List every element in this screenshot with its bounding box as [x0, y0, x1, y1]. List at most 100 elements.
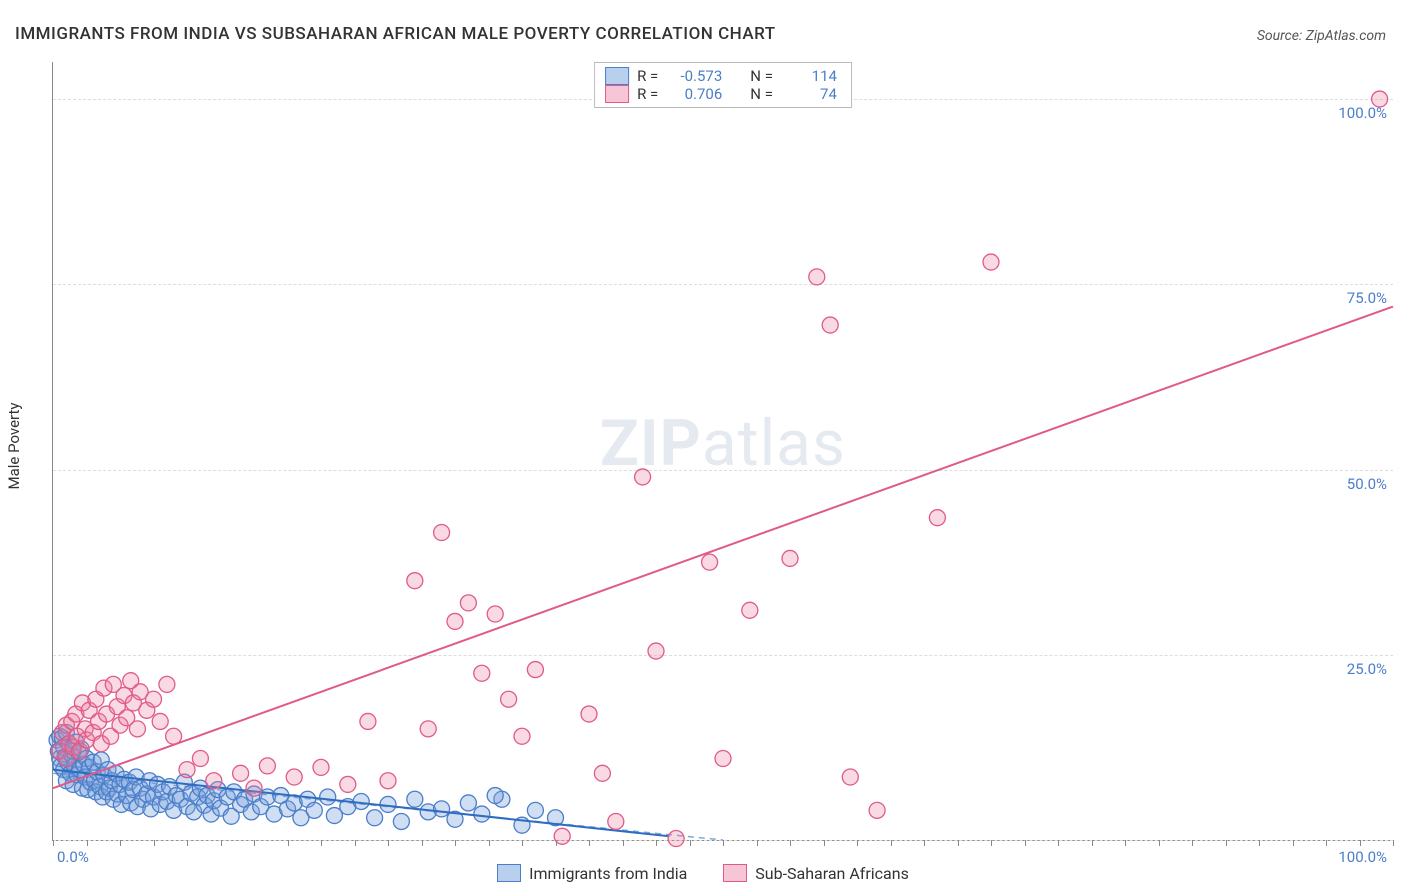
point-india: [487, 788, 503, 804]
x-tick: [1293, 840, 1294, 846]
point-subsaharan: [152, 713, 168, 729]
point-india: [460, 795, 476, 811]
point-subsaharan: [380, 773, 396, 789]
x-tick: [288, 840, 289, 846]
plot-svg: [53, 62, 1393, 840]
point-subsaharan: [983, 254, 999, 270]
x-tick: [690, 840, 691, 846]
point-india: [306, 802, 322, 818]
point-subsaharan: [159, 676, 175, 692]
stat-r-india: -0.573: [670, 67, 722, 85]
point-india: [474, 806, 490, 822]
x-tick: [87, 840, 88, 846]
x-tick: [623, 840, 624, 846]
x-tick: [120, 840, 121, 846]
x-tick: [187, 840, 188, 846]
stat-label-r: R =: [637, 67, 658, 85]
point-subsaharan: [407, 573, 423, 589]
point-subsaharan: [146, 691, 162, 707]
x-tick: [790, 840, 791, 846]
point-subsaharan: [460, 595, 476, 611]
x-tick: [355, 840, 356, 846]
point-subsaharan: [447, 613, 463, 629]
point-subsaharan: [742, 602, 758, 618]
point-subsaharan: [192, 750, 208, 766]
legend-row-india: R = -0.573 N = 114: [605, 67, 837, 85]
swatch-india-bottom: [497, 864, 521, 882]
point-subsaharan: [1372, 91, 1388, 107]
point-subsaharan: [594, 765, 610, 781]
x-tick: [254, 840, 255, 846]
point-subsaharan: [206, 773, 222, 789]
point-subsaharan: [313, 759, 329, 775]
point-subsaharan: [179, 762, 195, 778]
point-subsaharan: [608, 813, 624, 829]
trend-subsaharan: [53, 307, 1393, 789]
x-tick: [1058, 840, 1059, 846]
x-tick: [1226, 840, 1227, 846]
x-tick: [522, 840, 523, 846]
point-subsaharan: [487, 606, 503, 622]
x-tick: [455, 840, 456, 846]
x-tick: [489, 840, 490, 846]
x-tick: [53, 840, 54, 846]
series-label-subsaharan: Sub-Saharan Africans: [755, 864, 909, 883]
point-subsaharan: [554, 828, 570, 844]
x-tick: [321, 840, 322, 846]
swatch-subsaharan-bottom: [723, 864, 747, 882]
point-subsaharan: [360, 713, 376, 729]
point-subsaharan: [581, 706, 597, 722]
chart-title: IMMIGRANTS FROM INDIA VS SUBSAHARAN AFRI…: [15, 24, 776, 44]
legend-series: Immigrants from India Sub-Saharan Africa…: [0, 864, 1406, 887]
chart-container: IMMIGRANTS FROM INDIA VS SUBSAHARAN AFRI…: [0, 0, 1406, 892]
y-axis-label: Male Poverty: [5, 403, 23, 490]
x-tick: [924, 840, 925, 846]
x-tick: [388, 840, 389, 846]
x-tick: [723, 840, 724, 846]
x-tick: [1192, 840, 1193, 846]
x-tick: [891, 840, 892, 846]
point-subsaharan: [259, 758, 275, 774]
legend-item-india: Immigrants from India: [497, 864, 687, 883]
point-india: [407, 791, 423, 807]
point-india: [320, 789, 336, 805]
x-tick: [1092, 840, 1093, 846]
swatch-subsaharan: [605, 85, 629, 103]
point-india: [527, 802, 543, 818]
point-subsaharan: [233, 765, 249, 781]
point-subsaharan: [809, 269, 825, 285]
point-india: [434, 801, 450, 817]
legend-correlation: R = -0.573 N = 114 R = 0.706 N = 74: [594, 62, 852, 108]
x-tick: [656, 840, 657, 846]
point-subsaharan: [822, 317, 838, 333]
x-tick: [958, 840, 959, 846]
stat-n-subsaharan: 74: [785, 85, 837, 103]
point-subsaharan: [702, 554, 718, 570]
point-india: [367, 810, 383, 826]
x-tick: [757, 840, 758, 846]
point-subsaharan: [474, 665, 490, 681]
x-tick: [1125, 840, 1126, 846]
point-subsaharan: [527, 662, 543, 678]
point-india: [393, 813, 409, 829]
x-tick: [824, 840, 825, 846]
stat-label-r2: R =: [637, 85, 658, 103]
stat-r-subsaharan: 0.706: [670, 85, 722, 103]
x-tick: [1159, 840, 1160, 846]
x-tick: [221, 840, 222, 846]
stat-n-india: 114: [785, 67, 837, 85]
x-tick: [154, 840, 155, 846]
point-subsaharan: [286, 769, 302, 785]
series-label-india: Immigrants from India: [529, 864, 687, 883]
source-name: ZipAtlas.com: [1306, 28, 1386, 44]
stat-label-n: N =: [750, 67, 773, 85]
point-subsaharan: [420, 721, 436, 737]
point-subsaharan: [715, 750, 731, 766]
point-subsaharan: [340, 776, 356, 792]
x-tick: [1393, 840, 1394, 846]
x-tick: [589, 840, 590, 846]
point-subsaharan: [129, 721, 145, 737]
point-subsaharan: [434, 525, 450, 541]
point-subsaharan: [668, 831, 684, 847]
point-subsaharan: [648, 643, 664, 659]
